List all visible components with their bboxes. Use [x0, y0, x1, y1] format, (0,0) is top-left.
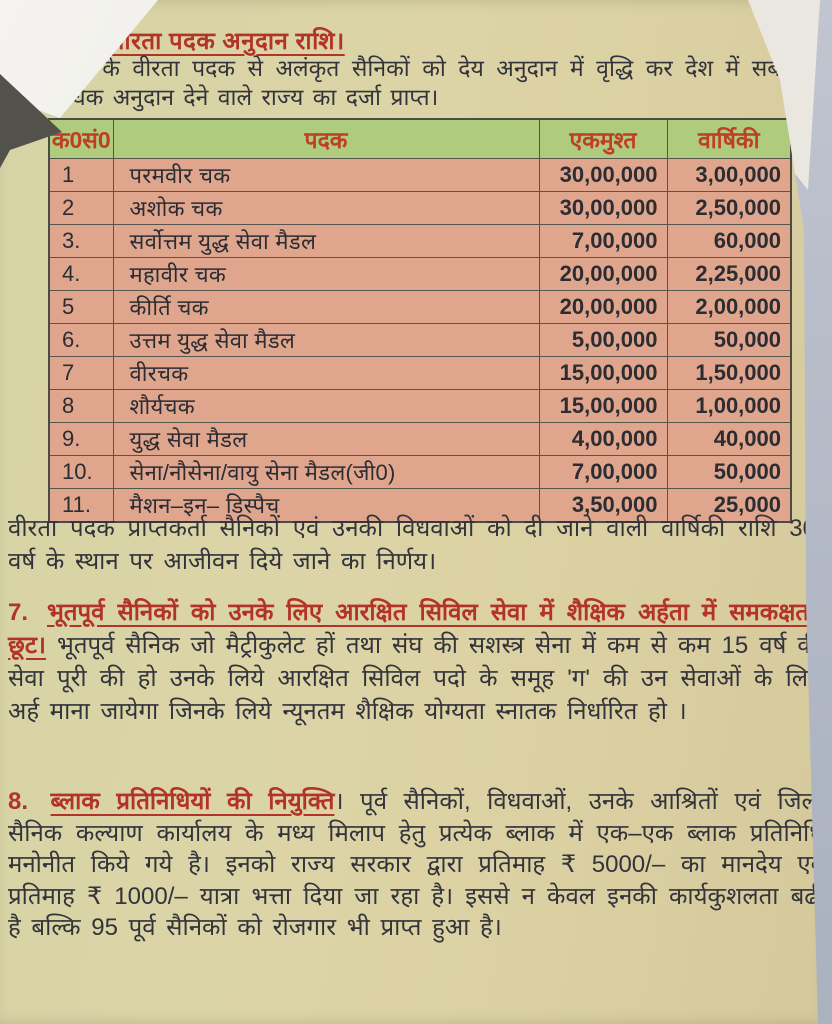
cell-serial: 1 — [48, 158, 114, 192]
cell-medal: अशोक चक — [112, 191, 540, 225]
table-row: 4. महावीर चक 20,00,000 2,25,000 — [48, 257, 792, 291]
cell-annuity: 3,00,000 — [666, 158, 792, 192]
cell-lumpsum: 7,00,000 — [538, 224, 668, 258]
section-6-intro: राज्य के वीरता पदक से अलंकृत सैनिकों को … — [48, 55, 796, 110]
section-8-paragraph: 8. ब्लाक प्रतिनिधियों की नियुक्ति। पूर्व… — [8, 786, 824, 944]
cell-medal: शौर्यचक — [112, 389, 540, 423]
cell-annuity: 60,000 — [666, 224, 792, 258]
section-6-title: वीरता पदक अनुदान राशि। — [111, 28, 345, 55]
section-8-title: ब्लाक प्रतिनिधियों की नियुक्ति — [50, 788, 335, 815]
cell-serial: 5 — [48, 290, 114, 324]
cell-annuity: 40,000 — [666, 422, 792, 456]
cell-medal: उत्तम युद्ध सेवा मैडल — [112, 323, 540, 357]
cell-serial: 6. — [48, 323, 114, 357]
table-row: 5 कीर्ति चक 20,00,000 2,00,000 — [48, 290, 792, 324]
cell-medal: कीर्ति चक — [112, 290, 540, 324]
table-row: 8 शौर्यचक 15,00,000 1,00,000 — [48, 389, 792, 423]
cell-medal: महावीर चक — [112, 257, 540, 291]
cell-annuity: 2,00,000 — [666, 290, 792, 324]
cell-lumpsum: 5,00,000 — [538, 323, 668, 357]
cell-serial: 7 — [48, 356, 114, 390]
cell-lumpsum: 30,00,000 — [538, 158, 668, 192]
cell-serial: 11. — [48, 488, 114, 523]
section-7-body: भूतपूर्व सैनिक जो मैट्रीकुलेट हों तथा सं… — [8, 632, 822, 725]
cell-serial: 2 — [48, 191, 114, 225]
table-footnote: वीरता पदक प्राप्तकर्ता सैनिकों एवं उनकी … — [8, 515, 816, 575]
cell-lumpsum: 20,00,000 — [538, 257, 668, 291]
table-header-row: क0सं0 पदक एकमुश्त वार्षिकी — [48, 118, 792, 159]
header-medal: पदक — [112, 118, 540, 159]
cell-lumpsum: 20,00,000 — [538, 290, 668, 324]
table-row: 9. युद्ध सेवा मैडल 4,00,000 40,000 — [48, 422, 792, 456]
header-serial: क0सं0 — [48, 118, 114, 159]
cell-annuity: 50,000 — [666, 323, 792, 357]
table-row: 10. सेना/नौसेना/वायु सेना मैडल(जी0) 7,00… — [48, 455, 792, 489]
medal-table: क0सं0 पदक एकमुश्त वार्षिकी 1 परमवीर चक 3… — [48, 118, 792, 523]
cell-annuity: 1,00,000 — [666, 389, 792, 423]
cell-serial: 9. — [48, 422, 114, 456]
cell-annuity: 25,000 — [666, 488, 792, 523]
header-annuity: वार्षिकी — [666, 118, 792, 159]
cell-medal: सर्वोत्तम युद्ध सेवा मैडल — [112, 224, 540, 258]
table-row: 6. उत्तम युद्ध सेवा मैडल 5,00,000 50,000 — [48, 323, 792, 357]
cell-serial: 8 — [48, 389, 114, 423]
section-8-number: 8. — [8, 788, 29, 815]
cell-medal: परमवीर चक — [112, 158, 540, 192]
section-8-body: । पूर्व सैनिकों, विधवाओं, उनके आश्रितों … — [8, 788, 824, 941]
cell-lumpsum: 4,00,000 — [538, 422, 668, 456]
cell-medal: युद्ध सेवा मैडल — [112, 422, 540, 456]
section-7-number: 7. — [8, 599, 29, 626]
cell-lumpsum: 7,00,000 — [538, 455, 668, 489]
cell-lumpsum: 15,00,000 — [538, 356, 668, 390]
cell-lumpsum: 30,00,000 — [538, 191, 668, 225]
cell-medal: सेना/नौसेना/वायु सेना मैडल(जी0) — [112, 455, 540, 489]
cell-serial: 3. — [48, 224, 114, 258]
cell-annuity: 2,25,000 — [666, 257, 792, 291]
cell-medal: मैशन–इन– डिस्पैच — [112, 488, 540, 523]
section-7-paragraph: 7. भूतपूर्व सैनिकों को उनके लिए आरक्षित … — [8, 596, 822, 728]
table-row: 1 परमवीर चक 30,00,000 3,00,000 — [48, 158, 792, 192]
cell-serial: 4. — [48, 257, 114, 291]
cell-annuity: 2,50,000 — [666, 191, 792, 225]
table-row: 11. मैशन–इन– डिस्पैच 3,50,000 25,000 — [48, 488, 792, 523]
header-lumpsum: एकमुश्त — [538, 118, 668, 159]
table-row: 7 वीरचक 15,00,000 1,50,000 — [48, 356, 792, 390]
cell-medal: वीरचक — [112, 356, 540, 390]
table-row: 3. सर्वोत्तम युद्ध सेवा मैडल 7,00,000 60… — [48, 224, 792, 258]
section-7-title: भूतपूर्व सैनिकों को उनके लिए आरक्षित सिव… — [8, 599, 822, 659]
cell-annuity: 50,000 — [666, 455, 792, 489]
cell-lumpsum: 15,00,000 — [538, 389, 668, 423]
cell-annuity: 1,50,000 — [666, 356, 792, 390]
table-row: 2 अशोक चक 30,00,000 2,50,000 — [48, 191, 792, 225]
cell-serial: 10. — [48, 455, 114, 489]
